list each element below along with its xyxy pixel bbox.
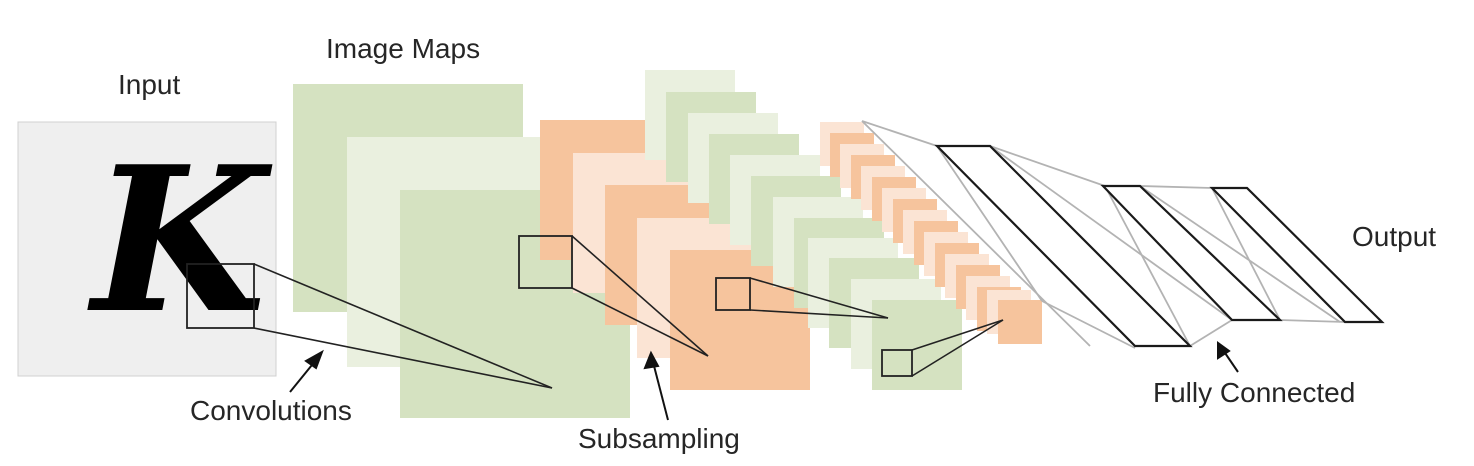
receptive-field-input xyxy=(186,263,255,329)
input-glyph: K xyxy=(87,123,273,358)
receptive-field-subsample xyxy=(715,277,751,311)
fully-connected-layers xyxy=(934,144,1385,348)
label-subsampling: Subsampling xyxy=(578,423,740,454)
conv2-map-12 xyxy=(872,300,962,390)
label-input: Input xyxy=(118,69,180,100)
label-arrows xyxy=(289,341,1239,421)
projection-lines xyxy=(253,235,1004,389)
label-fully-connected: Fully Connected xyxy=(1153,377,1355,408)
fully-connected-arrow-icon xyxy=(1217,341,1231,360)
convolutions-arrow-icon xyxy=(304,349,324,370)
label-output: Output xyxy=(1352,221,1436,252)
subsample2-map-18 xyxy=(998,300,1042,344)
label-image-maps: Image Maps xyxy=(326,33,480,64)
fc-layer-2 xyxy=(1100,184,1283,322)
fc-layer-1 xyxy=(934,144,1193,348)
label-convolutions: Convolutions xyxy=(190,395,352,426)
receptive-field-map xyxy=(518,235,573,289)
input-image-box xyxy=(17,121,277,377)
subsampling-arrow-icon xyxy=(643,350,660,370)
fc-layer-3 xyxy=(1209,186,1385,324)
fully-connected-lines xyxy=(861,120,1346,349)
receptive-field-conv2 xyxy=(881,349,913,377)
